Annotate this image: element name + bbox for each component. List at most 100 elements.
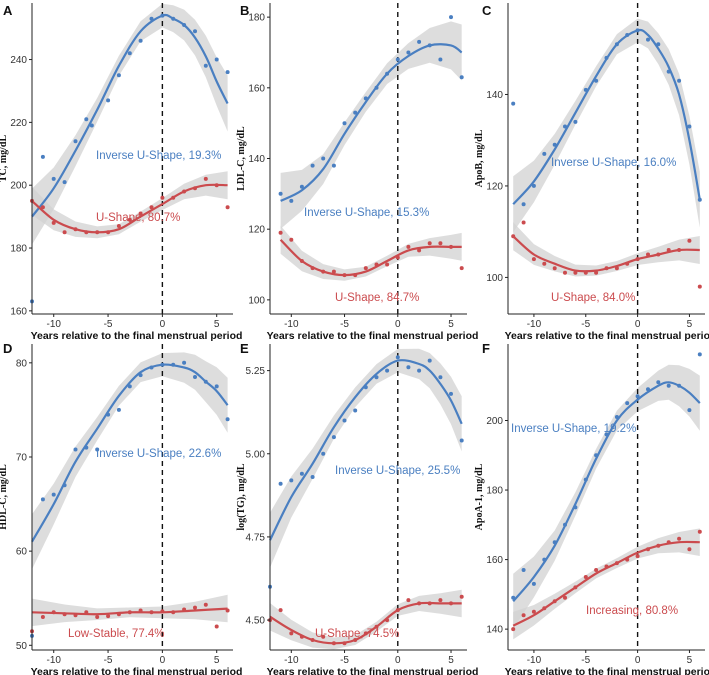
y-tick-label: 160 <box>10 306 27 317</box>
data-point-red <box>677 536 682 541</box>
data-point-red <box>614 266 619 271</box>
data-point-blue <box>73 139 78 144</box>
confidence-band-red <box>32 171 228 239</box>
data-point-blue <box>353 110 358 115</box>
data-point-blue <box>321 156 326 161</box>
data-point-red <box>374 624 379 629</box>
data-point-red <box>310 266 315 271</box>
data-point-red <box>278 230 283 235</box>
data-point-red <box>552 599 557 604</box>
confidence-band-blue <box>280 21 462 229</box>
y-tick-label: 4.50 <box>246 616 266 627</box>
data-point-red <box>342 273 347 278</box>
data-point-blue <box>417 368 422 373</box>
data-point-red <box>299 634 304 639</box>
data-point-blue <box>331 163 336 168</box>
data-point-blue <box>542 557 547 562</box>
data-point-red <box>542 606 547 611</box>
data-point-blue <box>149 16 154 21</box>
data-point-blue <box>552 142 557 147</box>
data-point-blue <box>193 375 197 379</box>
data-point-blue <box>310 475 315 479</box>
data-point-red <box>666 540 671 545</box>
confidence-band-red <box>280 225 462 281</box>
data-point-red <box>563 595 567 600</box>
y-tick-label: 200 <box>10 181 27 192</box>
data-point-red <box>182 607 187 612</box>
data-point-blue <box>563 522 567 527</box>
data-point-red <box>406 244 411 249</box>
panel-b: B 100 120 140 160 180 -10 -5 0 5 LDL-C, mg/dL Years… <box>236 3 478 342</box>
data-point-red <box>138 211 143 216</box>
panel-letter: A <box>3 3 13 18</box>
data-point-blue <box>395 57 400 62</box>
data-point-blue <box>542 151 547 156</box>
data-point-blue <box>583 87 588 92</box>
data-point-red <box>73 613 78 618</box>
x-tick-label: -5 <box>104 319 113 330</box>
data-point-blue <box>521 202 526 207</box>
y-tick-label: 60 <box>16 547 28 558</box>
data-point-red <box>278 608 283 613</box>
data-point-blue <box>160 362 165 367</box>
y-axis-label: ApoA-1, mg/dL <box>474 463 485 530</box>
data-point-blue <box>646 37 650 42</box>
data-point-blue <box>95 447 100 452</box>
data-point-red <box>214 624 219 629</box>
data-point-red <box>594 568 599 572</box>
data-point-red <box>417 248 422 253</box>
data-point-red <box>531 609 536 614</box>
panel-letter: F <box>482 341 490 356</box>
data-point-red <box>583 270 588 275</box>
confidence-band-red <box>513 528 700 640</box>
data-point-blue <box>363 385 368 390</box>
data-point-blue <box>116 407 121 412</box>
data-point-blue <box>84 117 89 122</box>
x-tick-label: 5 <box>448 319 454 330</box>
y-tick-label: 50 <box>16 641 28 652</box>
data-point-red <box>353 273 358 278</box>
y-tick-label: 200 <box>486 416 503 427</box>
y-tick-label: 120 <box>248 225 265 236</box>
data-point-blue <box>62 483 67 488</box>
data-point-blue <box>278 481 283 486</box>
y-tick-label: 240 <box>10 55 27 66</box>
panel-d: D 50 60 70 80 -10 -5 0 5 HDL-C, mg/dL Years relati… <box>0 341 242 675</box>
y-tick-label: 180 <box>486 486 503 497</box>
data-point-blue <box>625 401 630 406</box>
data-point-red <box>687 238 692 243</box>
data-point-red <box>62 230 67 235</box>
data-point-red <box>511 234 516 239</box>
data-point-blue <box>62 180 67 185</box>
x-tick-label: -10 <box>284 319 299 330</box>
data-point-red <box>459 594 464 599</box>
data-point-blue <box>656 42 661 47</box>
data-point-blue <box>635 394 640 399</box>
data-point-red <box>583 575 588 579</box>
confidence-band-blue <box>270 348 462 568</box>
data-point-blue <box>214 57 219 62</box>
data-point-red <box>395 255 400 260</box>
data-point-blue <box>106 412 111 417</box>
y-axis-label: TC, mg/dL <box>0 135 9 183</box>
data-point-red <box>521 613 526 618</box>
y-tick-label: 160 <box>248 83 265 94</box>
data-point-red <box>321 634 326 639</box>
data-point-blue <box>171 362 176 367</box>
data-point-blue <box>438 57 443 62</box>
data-point-blue <box>427 358 432 363</box>
fit-line-blue <box>269 359 463 541</box>
data-point-blue <box>583 477 588 482</box>
data-point-blue <box>138 373 143 378</box>
data-point-red <box>73 227 78 232</box>
data-point-red <box>656 543 661 548</box>
data-point-red <box>299 259 304 263</box>
x-tick-label: 5 <box>214 319 220 330</box>
data-point-red <box>40 615 45 619</box>
data-point-blue <box>635 28 640 33</box>
data-point-red <box>84 610 89 615</box>
x-tick-label: -10 <box>527 655 542 666</box>
data-point-red <box>552 266 557 271</box>
data-point-red <box>385 618 390 623</box>
confidence-band-blue <box>32 352 228 570</box>
